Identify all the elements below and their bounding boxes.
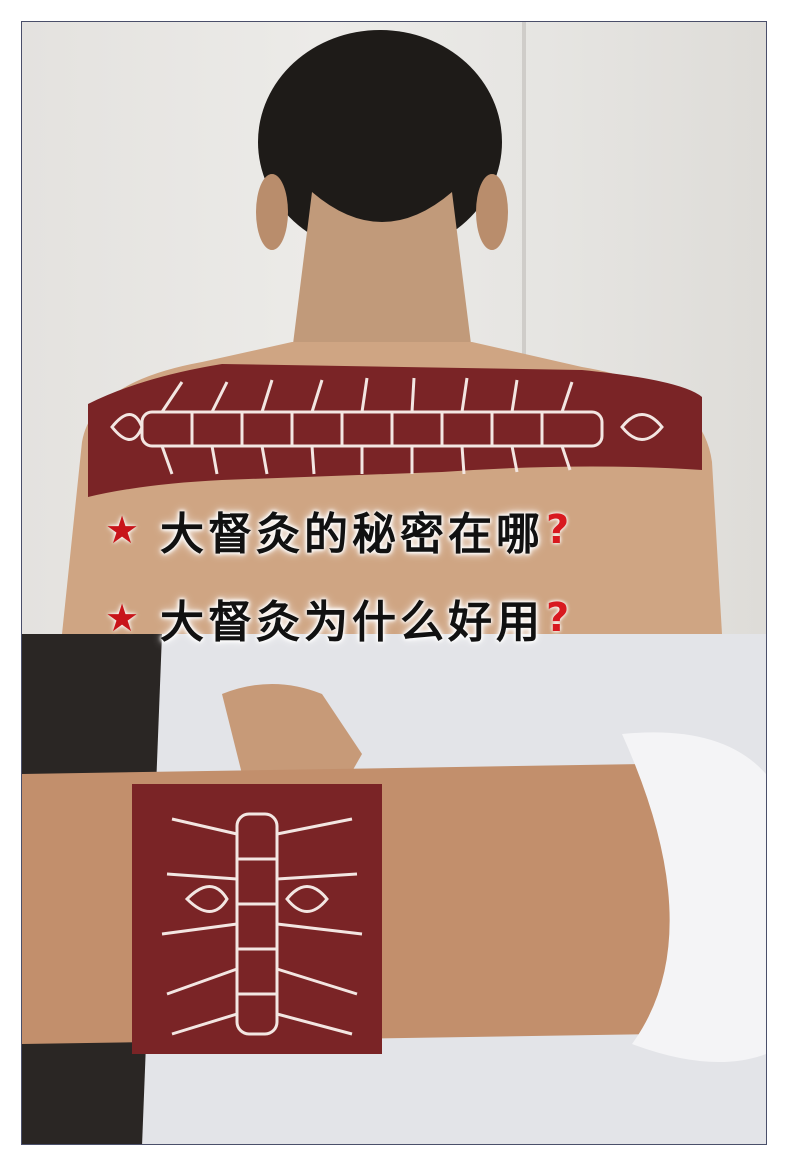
arm-tape xyxy=(132,784,382,1054)
question-mark-icon: ? xyxy=(546,507,570,553)
arm-illustration xyxy=(22,634,766,1144)
question-secret: ★ 大督灸的秘密在哪 ? xyxy=(96,500,736,560)
photo-frame: ★ 大督灸的秘密在哪 ? ★ 大督灸为什么好用 ? xyxy=(21,21,767,1145)
arm-photo xyxy=(22,634,766,1144)
arm-tape-pattern xyxy=(161,812,363,1036)
rolled-sleeve xyxy=(622,732,766,1062)
back-photo xyxy=(22,22,766,634)
star-icon: ★ xyxy=(104,508,140,552)
question-text: 大督灸为什么好用 xyxy=(160,597,544,648)
star-icon: ★ xyxy=(104,596,140,640)
question-text: 大督灸的秘密在哪 xyxy=(160,509,544,560)
right-ear xyxy=(476,174,508,250)
wall-corner xyxy=(522,22,526,634)
back-tape-pattern xyxy=(110,377,664,475)
left-ear xyxy=(256,174,288,250)
question-mark-icon: ? xyxy=(546,595,570,641)
question-why-useful: ★ 大督灸为什么好用 ? xyxy=(96,588,736,648)
back-tape xyxy=(88,364,702,497)
hair xyxy=(258,30,502,254)
neck xyxy=(292,192,472,352)
back-illustration xyxy=(62,30,722,634)
